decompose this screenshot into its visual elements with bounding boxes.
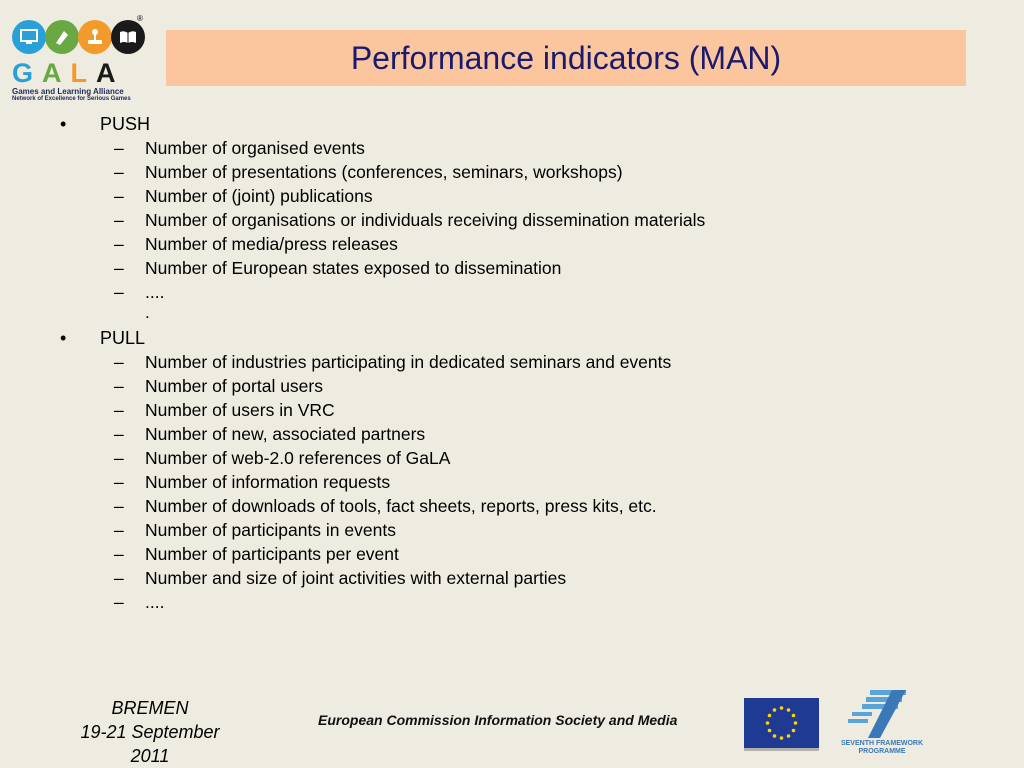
logo-letter-a2: A (96, 58, 125, 88)
dash: – (114, 424, 124, 444)
item-text: Number of participants in events (145, 520, 396, 540)
item-text: Number of downloads of tools, fact sheet… (145, 496, 657, 516)
item-text: Number of organised events (145, 138, 365, 158)
item-text: Number of organisations or individuals r… (145, 210, 706, 230)
list-item: – Number of new, associated partners (60, 422, 960, 446)
list-item: – Number of web-2.0 references of GaLA (60, 446, 960, 470)
item-text: Number of European states exposed to dis… (145, 258, 562, 278)
eu-flag-icon (744, 698, 819, 748)
item-text: Number of industries participating in de… (145, 352, 672, 372)
dash: – (114, 472, 124, 492)
item-text: Number of (joint) publications (145, 186, 373, 206)
list-item: – Number of information requests (60, 470, 960, 494)
item-text: Number of web-2.0 references of GaLA (145, 448, 451, 468)
fp7-label-programme: PROGRAMME (858, 748, 906, 755)
list-item: – Number of industries participating in d… (60, 350, 960, 374)
list-item: – Number and size of joint activities wit… (60, 566, 960, 590)
dash: – (114, 352, 124, 372)
dash: – (114, 234, 124, 254)
push-list: – Number of organised events – Number of p… (60, 136, 960, 304)
trailing-dot: . (145, 303, 150, 322)
gala-logo: ® GALA Games and Learning Alliance Netwo… (8, 14, 148, 106)
slide-content: • PUSH – Number of organised events – Numb… (60, 112, 960, 614)
list-item: – Number of presentations (conferences, s… (60, 160, 960, 184)
list-item: – Number of (joint) publications (60, 184, 960, 208)
dash: – (114, 162, 124, 182)
dash: – (114, 282, 124, 302)
bullet: • (60, 328, 67, 348)
item-text: Number of presentations (conferences, se… (145, 162, 623, 182)
registered-mark: ® (137, 14, 143, 23)
slide-title: Performance indicators (MAN) (350, 39, 782, 76)
item-text: Number and size of joint activities with… (145, 568, 567, 588)
item-text: Number of new, associated partners (145, 424, 426, 444)
title-bar: Performance indicators (MAN) (166, 30, 966, 86)
list-item: – Number of users in VRC (60, 398, 960, 422)
logo-subtagline: Network of Excellence for Serious Games (12, 96, 131, 102)
dash: – (114, 448, 124, 468)
item-text: .... (145, 592, 165, 612)
dash: – (114, 520, 124, 540)
dash: – (114, 544, 124, 564)
list-item: –.... (60, 590, 960, 614)
section-push: • PUSH (60, 112, 960, 136)
dash: – (114, 258, 124, 278)
dash: – (114, 210, 124, 230)
dash: – (114, 400, 124, 420)
pull-list: – Number of industries participating in d… (60, 350, 960, 614)
dash: – (114, 376, 124, 396)
logo-wordmark: GALA (12, 58, 146, 89)
fp7-logo-icon (840, 688, 924, 756)
dash: – (114, 568, 124, 588)
list-item: – Number of participants per event (60, 542, 960, 566)
item-text: Number of participants per event (145, 544, 399, 564)
footer-dates: 19-21 September 2011 (80, 722, 220, 766)
dash: – (114, 138, 124, 158)
logo-icons (12, 20, 146, 58)
section-pull: • PULL (60, 326, 960, 350)
item-text: Number of portal users (145, 376, 323, 396)
dash: – (114, 592, 124, 612)
section-label: PULL (100, 328, 146, 348)
item-text: .... (145, 282, 165, 302)
logo-tagline: Games and Learning Alliance (12, 87, 124, 96)
joystick-icon (78, 20, 112, 54)
dash: – (114, 186, 124, 206)
list-item: – Number of organised events (60, 136, 960, 160)
logo-letter-l: L (70, 58, 97, 88)
list-item: – Number of organisations or individuals … (60, 208, 960, 232)
dash: – (114, 496, 124, 516)
eu-caption (744, 748, 819, 751)
list-item: –.... (60, 280, 960, 304)
pen-icon (45, 20, 79, 54)
list-item: – Number of portal users (60, 374, 960, 398)
item-text: Number of users in VRC (145, 400, 335, 420)
section-label: PUSH (100, 114, 151, 134)
logo-letter-g: G (12, 58, 43, 88)
item-text: Number of media/press releases (145, 234, 398, 254)
book-icon (111, 20, 145, 54)
monitor-icon (12, 20, 46, 54)
footer-city: BREMEN (111, 698, 189, 718)
list-item: – Number of European states exposed to di… (60, 256, 960, 280)
list-item: – Number of participants in events (60, 518, 960, 542)
logo-letter-a1: A (42, 58, 71, 88)
fp7-label: SEVENTH FRAMEWORK (840, 740, 924, 747)
footer-commission: European Commission Information Society … (318, 712, 678, 728)
list-item: – Number of media/press releases (60, 232, 960, 256)
list-item: – Number of downloads of tools, fact shee… (60, 494, 960, 518)
item-text: Number of information requests (145, 472, 391, 492)
footer-location: BREMEN 19-21 September 2011 (60, 696, 240, 768)
bullet: • (60, 114, 67, 134)
